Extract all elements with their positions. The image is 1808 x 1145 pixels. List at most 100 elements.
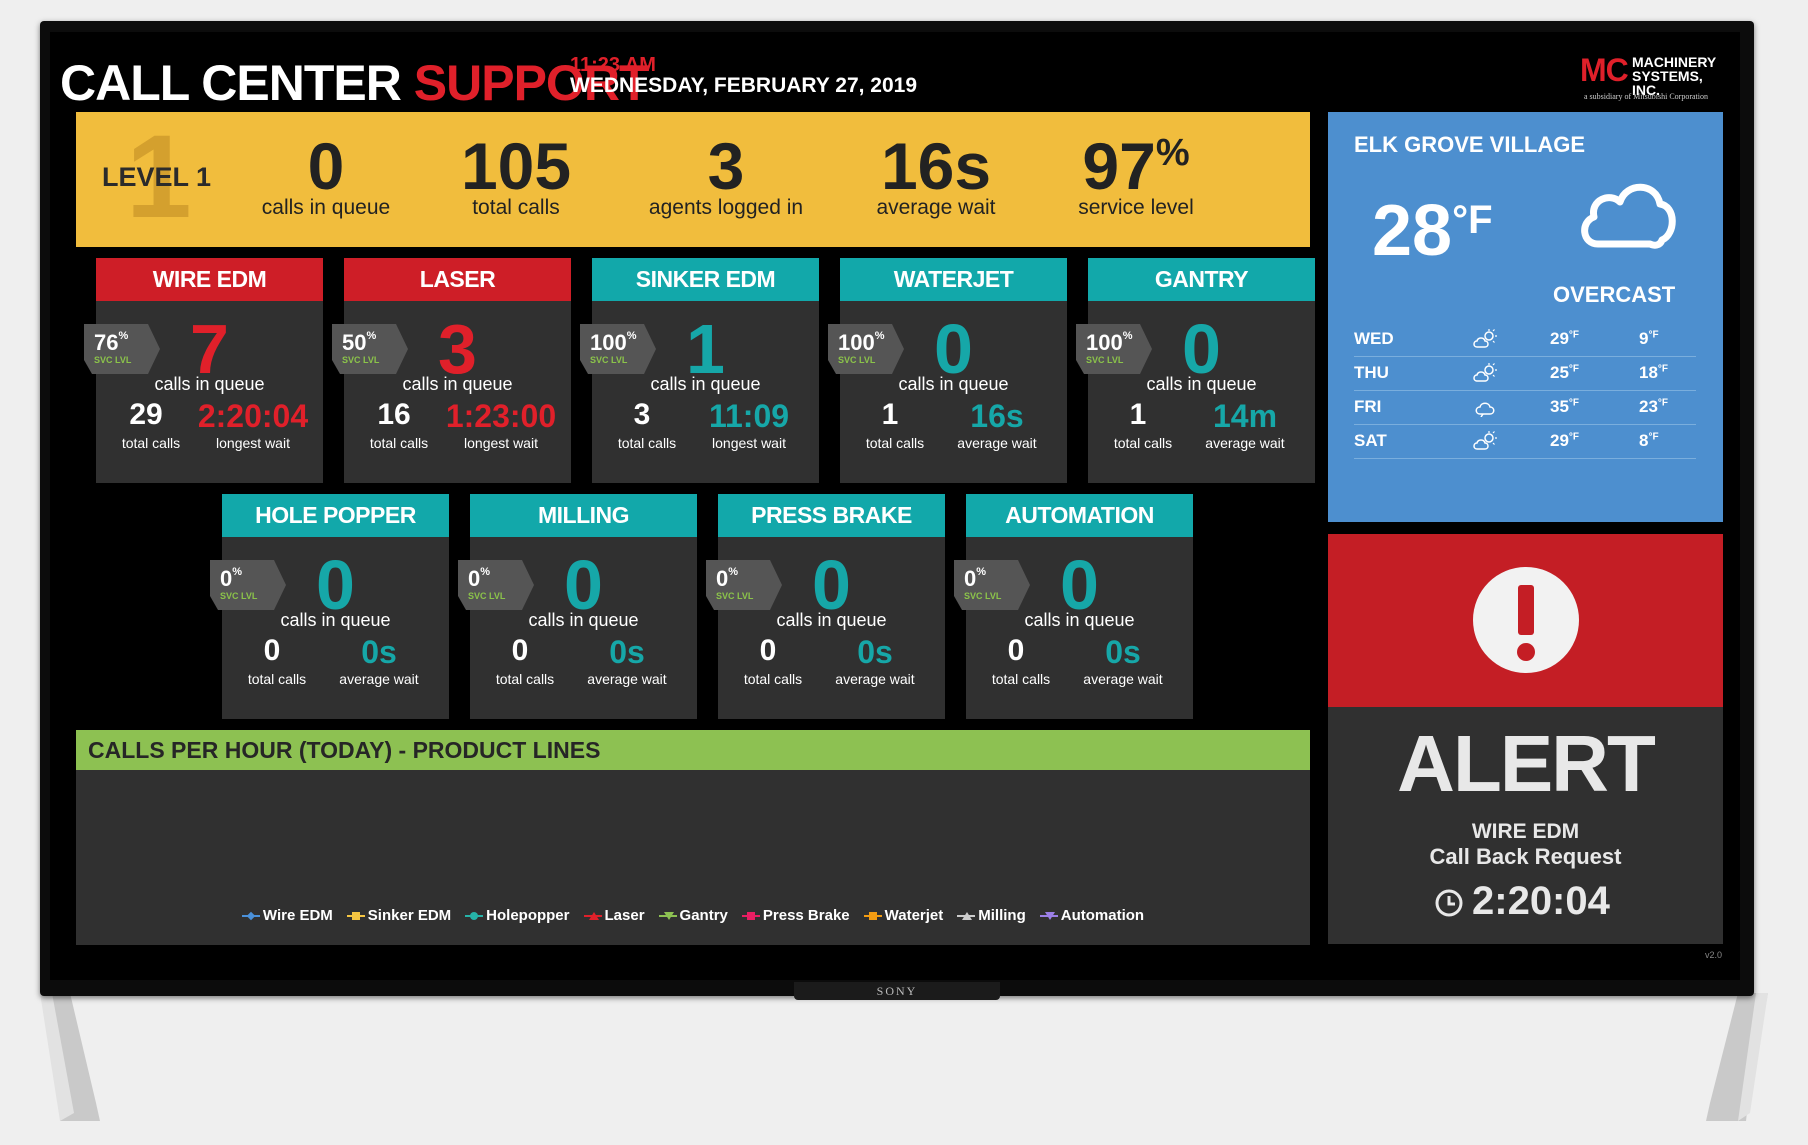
current-date: WEDNESDAY, FEBRUARY 27, 2019	[570, 74, 918, 97]
wait-time: 16s	[970, 398, 1024, 434]
svc-label: SVC LVL	[964, 591, 1002, 601]
card-title: WATERJET	[840, 258, 1067, 301]
queue-label: calls in queue	[1024, 610, 1135, 630]
legend-label: Gantry	[679, 907, 728, 924]
partly-sunny-icon	[1473, 329, 1497, 348]
wait-time: 0s	[1105, 634, 1141, 670]
svc-percent: 50%	[342, 330, 376, 356]
low-unit: °F	[1657, 363, 1669, 375]
card-title: LASER	[344, 258, 571, 301]
total-calls: 0	[1007, 634, 1025, 667]
legend-item-sinker-edm[interactable]: Sinker EDM	[346, 907, 451, 924]
svc-percent: 76%	[94, 330, 128, 356]
service-level-badge: 0% SVC LVL	[954, 560, 1030, 610]
card-title: AUTOMATION	[966, 494, 1193, 537]
level-stat-agents: 3 agents logged in	[626, 133, 826, 218]
legend-item-waterjet[interactable]: Waterjet	[863, 907, 943, 924]
logo-line2: SYSTEMS, INC.	[1632, 68, 1703, 98]
product-card-sinker-edm: SINKER EDM 100% SVC LVL 1 calls in queue 3 tot…	[580, 258, 819, 483]
exclamation-icon	[1473, 567, 1579, 673]
alert-time: 2:20:04	[1472, 879, 1610, 923]
high-unit: °F	[1568, 397, 1580, 409]
legend-item-press-brake[interactable]: Press Brake	[741, 907, 850, 924]
legend-item-laser[interactable]: Laser	[583, 907, 645, 924]
high-unit: °F	[1568, 431, 1580, 443]
level-big-digit: 1	[126, 111, 192, 243]
tv-stand-right	[1706, 993, 1768, 1121]
alert-source: WIRE EDM	[1471, 820, 1580, 843]
svc-label: SVC LVL	[342, 355, 380, 365]
svc-value: 50	[342, 330, 367, 355]
legend-item-automation[interactable]: Automation	[1039, 907, 1145, 924]
queue-label: calls in queue	[154, 374, 265, 394]
wait-time: 0s	[361, 634, 397, 670]
total-calls: 0	[759, 634, 777, 667]
alert-panel: ALERT WIRE EDM Call Back Request 2:20:04	[1328, 534, 1723, 944]
svc-percent: 100%	[590, 330, 637, 356]
queue-count: 3	[438, 310, 477, 388]
legend-item-milling[interactable]: Milling	[957, 907, 1026, 924]
cloud-outline-icon	[1475, 402, 1495, 417]
badge-shape	[84, 324, 160, 374]
high-value: 25	[1550, 363, 1569, 382]
svc-label: SVC LVL	[220, 591, 258, 601]
svc-label: SVC LVL	[468, 591, 506, 601]
level-stat-service: 97% service level	[1046, 133, 1226, 219]
total-calls-label: total calls	[369, 435, 429, 451]
level-stat-wait: 16s average wait	[846, 133, 1026, 218]
level-stat-total: 105 total calls	[426, 133, 606, 219]
wait-label: longest wait	[712, 435, 786, 451]
queue-label: calls in queue	[776, 610, 887, 630]
queue-label: calls in queue	[898, 374, 1009, 394]
product-card-gantry: GANTRY 100% SVC LVL 0 calls in queue 1 total c…	[1076, 258, 1315, 483]
legend-marker	[957, 911, 976, 921]
svc-value: 100	[838, 330, 875, 355]
product-card-hole-popper: HOLE POPPER 0% SVC LVL 0 calls in queue 0 tota…	[210, 494, 449, 719]
calls-per-hour-title: CALLS PER HOUR (TODAY) - PRODUCT LINES	[76, 730, 1310, 770]
legend-marker	[863, 911, 882, 921]
product-card-milling: MILLING 0% SVC LVL 0 calls in queue 0 total ca…	[458, 494, 697, 719]
legend-marker	[741, 911, 760, 921]
forecast-row-wed: WED 29°F 9°F	[1354, 322, 1696, 357]
product-card-automation: AUTOMATION 0% SVC LVL 0 calls in queue 0 total…	[954, 494, 1193, 719]
legend-item-wire-edm[interactable]: Wire EDM	[241, 907, 333, 924]
wait-time: 14m	[1212, 398, 1278, 434]
forecast-row-fri: FRI 35°F 23°F	[1354, 390, 1696, 425]
legend-item-holepopper[interactable]: Holepopper	[465, 907, 570, 924]
title-right: SUPPORT	[413, 55, 650, 111]
stat-label: service level	[1078, 196, 1194, 219]
badge-shape	[954, 560, 1030, 610]
total-calls: 16	[377, 398, 411, 431]
wait-time: 0s	[857, 634, 893, 670]
queue-label: calls in queue	[650, 374, 761, 394]
wait-label: longest wait	[464, 435, 538, 451]
wait-time: 2:20:04	[197, 398, 309, 434]
legend-label: Wire EDM	[262, 907, 333, 924]
legend-label: Automation	[1060, 907, 1145, 924]
company-logo: MC MACHINERY SYSTEMS, INC. a subsidiary o…	[1580, 52, 1730, 104]
forecast-row-sat: SAT 29°F 8°F	[1354, 424, 1696, 459]
logo-mc: MC	[1580, 52, 1629, 88]
product-card-press-brake: PRESS BRAKE 0% SVC LVL 0 calls in queue 0 tota…	[706, 494, 945, 719]
svc-percent-sign: %	[118, 330, 129, 342]
legend-item-gantry[interactable]: Gantry	[658, 907, 728, 924]
queue-label: calls in queue	[402, 374, 513, 394]
wait-time: 1:23:00	[445, 398, 557, 434]
stat-label: calls in queue	[261, 196, 391, 219]
total-calls: 29	[129, 398, 163, 431]
svc-percent: 100%	[838, 330, 885, 356]
high-value: 35	[1550, 397, 1569, 416]
queue-count: 0	[934, 310, 973, 388]
service-level-badge: 0% SVC LVL	[458, 560, 534, 610]
svc-percent-sign: %	[626, 330, 637, 342]
weather-temp: 28°F	[1372, 190, 1493, 272]
svc-percent: 0%	[468, 566, 490, 592]
svc-percent-sign: %	[976, 566, 987, 578]
svc-percent: 0%	[716, 566, 738, 592]
card-title: WIRE EDM	[96, 258, 323, 301]
low-value: 9	[1639, 329, 1649, 348]
legend-label: Press Brake	[762, 907, 850, 924]
card-title: HOLE POPPER	[222, 494, 449, 537]
stat-label: total calls	[472, 196, 560, 219]
low-unit: °F	[1657, 397, 1669, 409]
